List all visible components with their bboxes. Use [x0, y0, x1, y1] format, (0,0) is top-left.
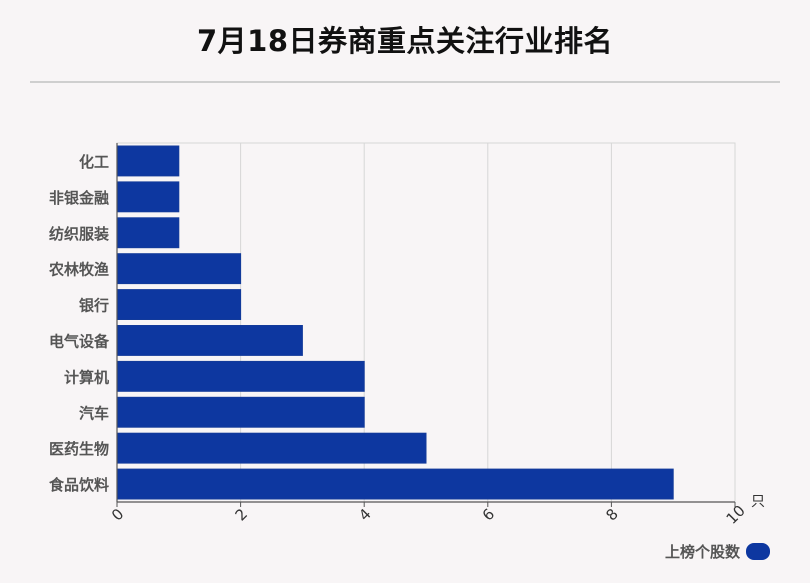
bar-非银金融: [116, 181, 180, 213]
category-label: 计算机: [64, 368, 109, 386]
bar-银行: [116, 289, 242, 321]
category-label: 银行: [79, 297, 109, 315]
x-tick-label: 10: [723, 502, 749, 528]
category-label: 食品饮料: [49, 476, 109, 494]
bar-医药生物: [116, 432, 427, 464]
chart-title: 7月18日券商重点关注行业排名: [196, 24, 614, 58]
x-tick-label: 6: [479, 505, 498, 524]
category-label: 电气设备: [49, 332, 110, 350]
bar-纺织服装: [116, 217, 180, 249]
x-tick-label: 4: [355, 505, 374, 524]
category-label: 农林牧渔: [48, 261, 109, 279]
bar-化工: [116, 145, 180, 177]
legend-swatch: [746, 543, 770, 560]
title-divider: [30, 81, 780, 83]
legend[interactable]: 上榜个股数: [665, 541, 770, 562]
category-label: 汽车: [79, 404, 109, 422]
category-label: 医药生物: [49, 440, 109, 458]
category-label: 化工: [79, 153, 109, 171]
category-label: 非银金融: [49, 189, 109, 207]
bar-农林牧渔: [116, 253, 242, 285]
x-tick-label: 8: [602, 505, 621, 524]
bar-电气设备: [116, 325, 303, 356]
x-tick-label: 0: [108, 505, 127, 524]
x-tick-label: 2: [232, 505, 251, 524]
x-unit-label: 只: [751, 494, 765, 510]
bar-计算机: [116, 360, 365, 392]
bar-食品饮料: [116, 468, 674, 500]
legend-label: 上榜个股数: [664, 543, 740, 561]
category-label: 纺织服装: [49, 225, 110, 243]
bar-汽车: [116, 396, 365, 428]
